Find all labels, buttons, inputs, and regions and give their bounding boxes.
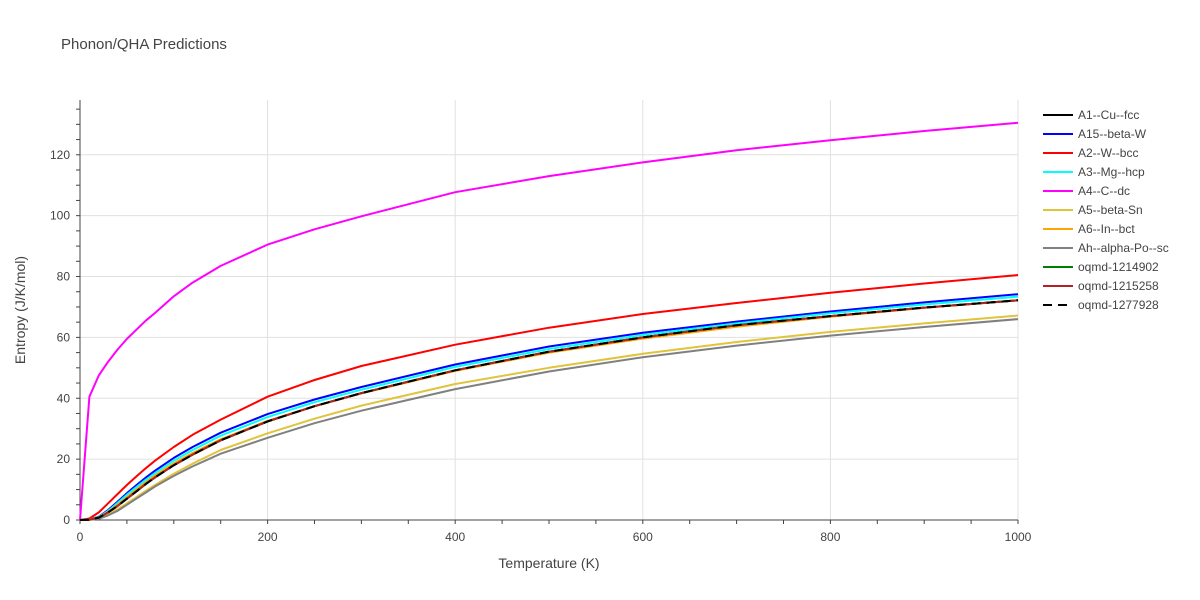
legend-label: A2--W--bcc [1078, 146, 1138, 160]
grid-lines [80, 100, 1019, 520]
series-line-A4--C--dc [79, 121, 1019, 521]
series-line-A6--In--bct [79, 299, 1019, 521]
legend-item[interactable]: A2--W--bcc [1043, 146, 1138, 160]
x-tick-label: 1000 [1005, 530, 1032, 544]
x-tick-label: 600 [633, 530, 653, 544]
legend-label: A1--Cu--fcc [1078, 108, 1139, 122]
legend-label: A3--Mg--hcp [1078, 165, 1145, 179]
series-line-A1--Cu--fcc [79, 299, 1019, 521]
legend-label: oqmd-1277928 [1078, 298, 1159, 312]
y-tick-label: 80 [57, 270, 71, 284]
legend-item[interactable]: A4--C--dc [1043, 184, 1130, 198]
legend-label: Ah--alpha-Po--sc [1078, 241, 1169, 255]
y-tick-label: 100 [50, 209, 70, 223]
series-line-A5--beta-Sn [79, 314, 1019, 521]
legend-label: A4--C--dc [1078, 184, 1130, 198]
series-line-A2--W--bcc [79, 274, 1019, 521]
legend-label: A15--beta-W [1078, 127, 1147, 141]
legend-item[interactable]: A15--beta-W [1043, 127, 1147, 141]
y-tick-label: 0 [63, 513, 70, 527]
legend-item[interactable]: A6--In--bct [1043, 222, 1135, 236]
x-tick-label: 0 [77, 530, 84, 544]
series-line-A3--Mg--hcp [79, 295, 1019, 521]
legend-label: A6--In--bct [1078, 222, 1135, 236]
legend-item[interactable]: A3--Mg--hcp [1043, 165, 1145, 179]
x-tick-label: 400 [445, 530, 465, 544]
legend-item[interactable]: A5--beta-Sn [1043, 203, 1143, 217]
legend-item[interactable]: Ah--alpha-Po--sc [1043, 241, 1169, 255]
y-tick-label: 40 [57, 391, 71, 405]
legend-item[interactable]: oqmd-1277928 [1043, 298, 1159, 312]
series-line-oqmd-1277928 [79, 299, 1019, 521]
legend[interactable]: A1--Cu--fcc A15--beta-W A2--W--bcc A3--Mg--… [1043, 108, 1169, 312]
x-tick-label: 800 [820, 530, 840, 544]
legend-item[interactable]: A1--Cu--fcc [1043, 108, 1139, 122]
series-line-oqmd-1214902 [79, 299, 1019, 521]
x-tick-label: 200 [258, 530, 278, 544]
y-axis-title: Entropy (J/K/mol) [12, 256, 28, 364]
legend-label: A5--beta-Sn [1078, 203, 1143, 217]
series-line-Ah--alpha-Po--sc [79, 318, 1019, 521]
legend-label: oqmd-1215258 [1078, 279, 1159, 293]
axes: 0 200 400 600 800 1000 0 20 40 60 80 100 120 [50, 100, 1032, 544]
legend-item[interactable]: oqmd-1214902 [1043, 260, 1159, 274]
y-tick-label: 60 [57, 330, 71, 344]
y-tick-label: 20 [57, 452, 71, 466]
y-tick-label: 120 [50, 148, 70, 162]
series-group [79, 121, 1019, 521]
legend-item[interactable]: oqmd-1215258 [1043, 279, 1159, 293]
legend-label: oqmd-1214902 [1078, 260, 1159, 274]
chart-title: Phonon/QHA Predictions [61, 36, 227, 53]
x-axis-title: Temperature (K) [498, 555, 599, 571]
series-line-oqmd-1215258 [79, 299, 1019, 521]
